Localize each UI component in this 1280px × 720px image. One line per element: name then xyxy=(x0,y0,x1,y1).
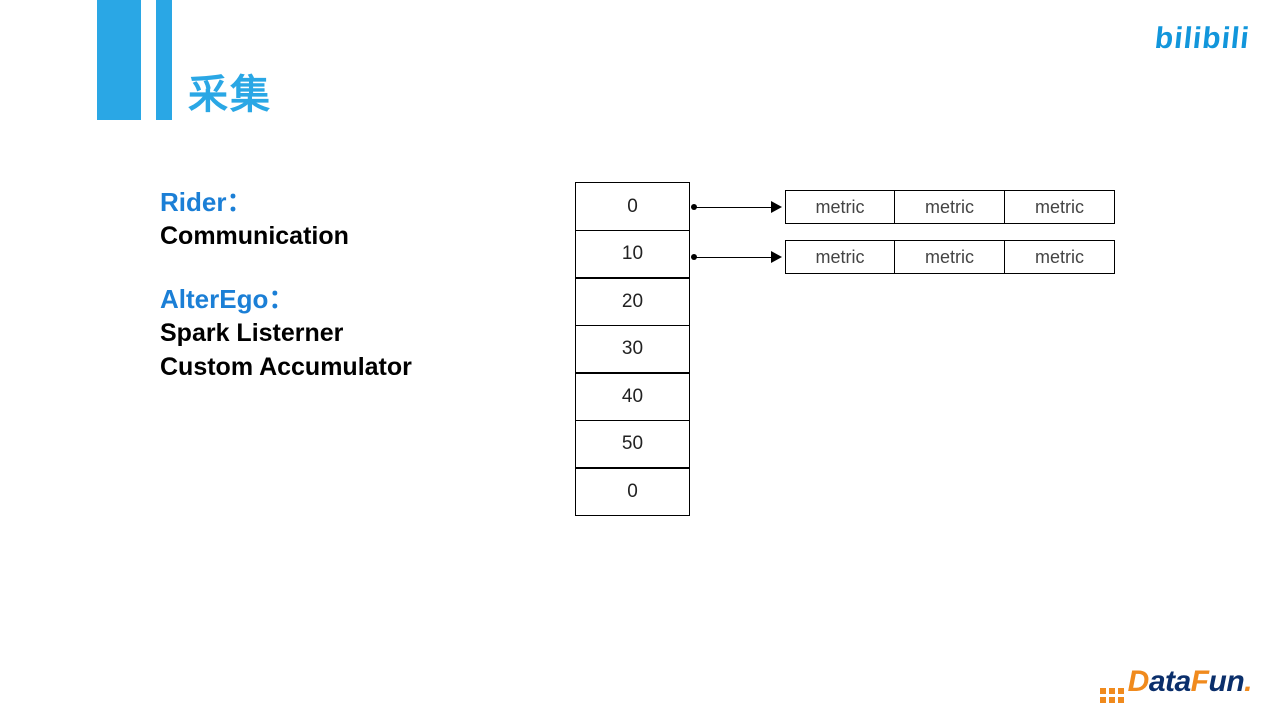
stack-cell: 10 xyxy=(575,230,690,279)
accent-bar-small xyxy=(156,0,172,120)
arrow-line xyxy=(695,207,771,208)
metric-cell: metric xyxy=(1005,240,1115,274)
datafun-letter: ata xyxy=(1149,665,1191,699)
datafun-letter: un xyxy=(1209,665,1245,699)
stack-cell: 0 xyxy=(575,182,690,231)
alterego-line-2: Custom Accumulator xyxy=(160,353,412,381)
metric-row: metric metric metric xyxy=(785,190,1115,224)
stack-cell: 0 xyxy=(575,467,690,516)
left-text-column: Rider： Communication AlterEgo： Spark Lis… xyxy=(160,185,540,384)
stack-cell: 50 xyxy=(575,420,690,469)
datafun-letter: . xyxy=(1244,665,1252,699)
arrow-line xyxy=(695,257,771,258)
stack-cell: 20 xyxy=(575,277,690,326)
datafun-letter: F xyxy=(1191,665,1209,699)
metric-cell: metric xyxy=(785,240,895,274)
alterego-label: AlterEgo： xyxy=(160,284,294,314)
stack-cell: 30 xyxy=(575,325,690,374)
rider-line-1: Communication xyxy=(160,222,349,250)
metric-cell: metric xyxy=(895,240,1005,274)
stack-cell: 40 xyxy=(575,372,690,421)
arrow-head-icon xyxy=(771,251,782,263)
metric-cell: metric xyxy=(785,190,895,224)
rider-label: Rider： xyxy=(160,187,252,217)
metric-cell: metric xyxy=(1005,190,1115,224)
accent-bar-large xyxy=(97,0,141,120)
value-stack: 0 10 20 30 40 50 0 xyxy=(575,182,690,516)
metric-cell: metric xyxy=(895,190,1005,224)
datafun-dots-icon xyxy=(1100,688,1124,703)
arrow-head-icon xyxy=(771,201,782,213)
page-title: 采集 xyxy=(188,62,272,120)
datafun-logo: D ata F un . xyxy=(1100,665,1252,700)
metric-row: metric metric metric xyxy=(785,240,1115,274)
datafun-letter: D xyxy=(1128,665,1149,699)
bilibili-logo: bilibili xyxy=(1154,22,1252,56)
alterego-line-1: Spark Listerner xyxy=(160,319,343,347)
